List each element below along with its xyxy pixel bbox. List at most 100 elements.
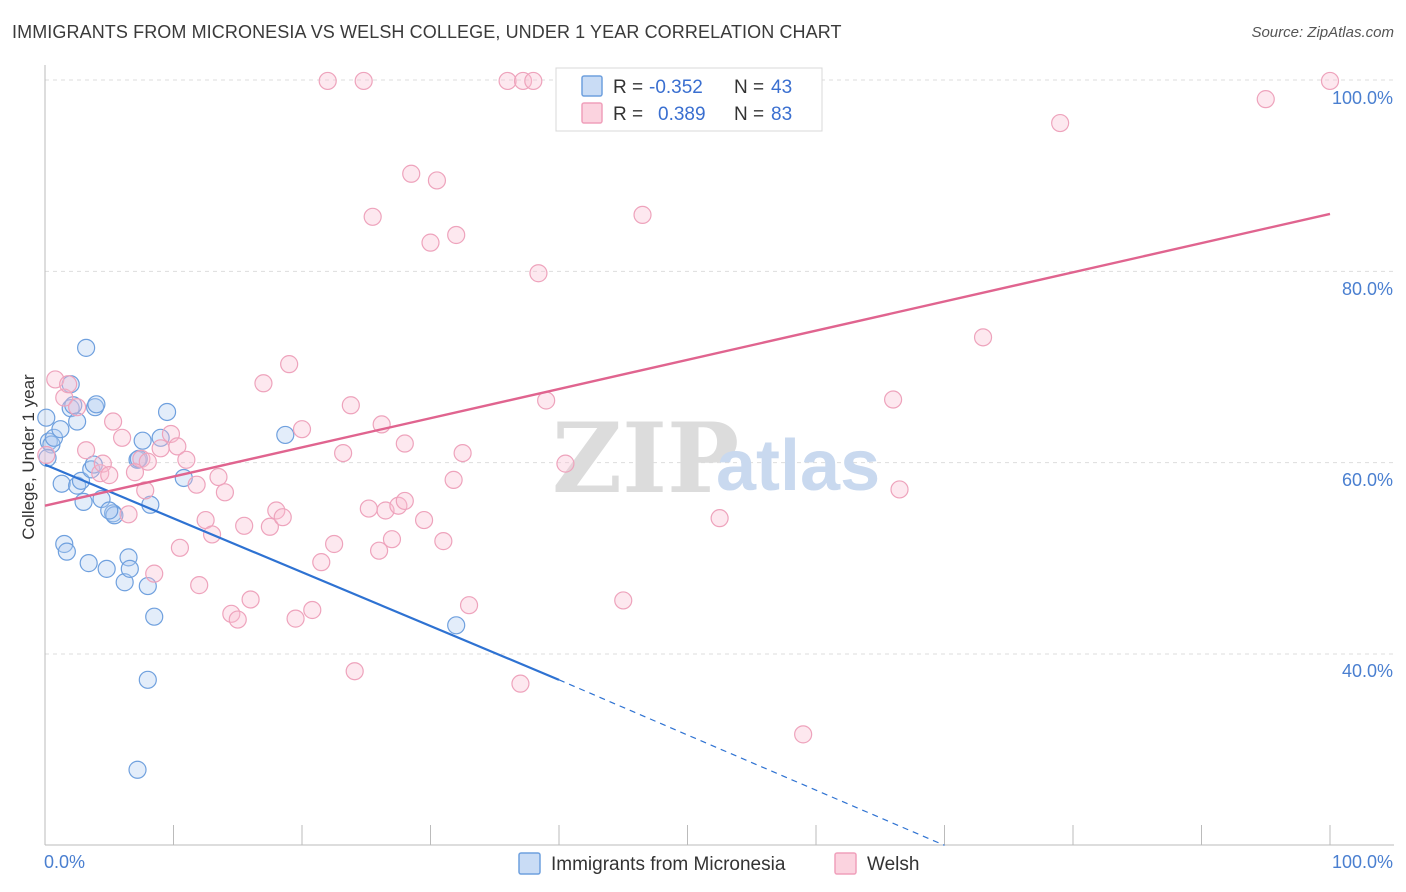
micronesia-point-5	[52, 474, 71, 493]
micronesia-point-37	[157, 402, 177, 422]
welsh-point-77	[1051, 113, 1070, 133]
welsh-point-55	[414, 510, 434, 530]
welsh-point-20	[177, 450, 196, 469]
welsh-point-2	[55, 388, 74, 407]
welsh-point-7	[93, 454, 112, 473]
welsh-point-11	[119, 505, 138, 524]
welsh-point-57	[427, 171, 447, 190]
micronesia-point-40	[447, 616, 466, 635]
welsh-point-74	[883, 390, 903, 409]
welsh-point-10	[112, 428, 132, 447]
welsh-point-62	[459, 596, 479, 615]
welsh-point-76	[973, 328, 993, 347]
micronesia-point-39	[276, 425, 295, 445]
micronesia-point-22	[97, 559, 116, 578]
welsh-point-64	[513, 71, 533, 91]
micronesia-point-0	[37, 408, 56, 427]
micronesia-point-15	[77, 338, 96, 357]
welsh-point-68	[556, 454, 575, 473]
welsh-point-14	[138, 452, 157, 471]
welsh-point-38	[303, 600, 322, 620]
welsh-point-78	[1256, 90, 1275, 109]
legend-r-label-1: R =	[613, 77, 643, 98]
series-legend: Immigrants from Micronesia Welsh	[518, 852, 919, 875]
y-tick-label-60: 60.0%	[1342, 470, 1393, 490]
welsh-point-37	[292, 420, 312, 439]
welsh-point-72	[710, 509, 729, 528]
welsh-point-53	[395, 434, 414, 453]
micronesia-point-16	[79, 554, 98, 573]
welsh-point-59	[444, 470, 463, 489]
welsh-point-65	[524, 71, 543, 91]
stats-legend: R = -0.352 N = 43 R = 0.389 N = 83	[555, 67, 823, 132]
welsh-point-73	[794, 725, 813, 744]
welsh-point-30	[241, 590, 260, 609]
micronesia-point-11	[68, 412, 87, 431]
micronesia-point-13	[71, 471, 91, 490]
series-legend-label-micronesia: Immigrants from Micronesia	[551, 854, 786, 875]
micronesia-point-42	[100, 501, 119, 520]
welsh-point-44	[345, 662, 364, 681]
y-tick-label-80: 80.0%	[1342, 279, 1393, 299]
axes	[44, 65, 1394, 846]
welsh-point-16	[151, 439, 170, 458]
welsh-point-36	[286, 609, 305, 628]
micronesia-point-20	[87, 395, 106, 414]
welsh-point-66	[529, 264, 548, 283]
micronesia-point-29	[128, 760, 147, 779]
chart-title: IMMIGRANTS FROM MICRONESIA VS WELSH COLL…	[12, 22, 842, 42]
welsh-point-31	[254, 374, 273, 393]
welsh-point-18	[168, 437, 187, 456]
micronesia-point-34	[145, 607, 164, 626]
micronesia-trendline	[44, 463, 560, 681]
micronesia-trendline-extension	[558, 679, 945, 846]
welsh-point-51	[382, 530, 402, 549]
welsh-point-81	[395, 491, 414, 511]
micronesia-point-26	[119, 548, 138, 567]
welsh-point-34	[273, 508, 292, 527]
series-legend-swatch-micronesia	[518, 852, 541, 875]
welsh-point-41	[325, 534, 344, 554]
welsh-point-80	[511, 674, 530, 693]
welsh-point-5	[77, 441, 96, 460]
legend-r-value-2: 0.389	[658, 104, 706, 125]
legend-n-value-2: 83	[771, 104, 792, 125]
welsh-point-45	[354, 71, 373, 91]
y-axis-label: College, Under 1 year	[19, 374, 38, 540]
y-tick-label-100: 100.0%	[1332, 88, 1393, 108]
welsh-point-26	[215, 483, 234, 502]
welsh-point-61	[453, 444, 472, 463]
welsh-point-33	[267, 501, 286, 520]
series-legend-label-welsh: Welsh	[867, 854, 919, 875]
welsh-point-63	[498, 71, 517, 91]
welsh-point-8	[100, 466, 119, 485]
welsh-point-46	[359, 499, 378, 518]
welsh-point-82	[125, 463, 145, 482]
welsh-point-71	[633, 205, 652, 224]
welsh-point-79	[1320, 71, 1340, 91]
legend-swatch-blue	[581, 75, 603, 97]
micronesia-point-7	[57, 542, 76, 561]
data-points	[37, 71, 1340, 779]
grid-lines	[45, 79, 1394, 655]
series-legend-swatch-welsh	[834, 852, 857, 875]
welsh-point-15	[145, 564, 164, 583]
welsh-point-54	[402, 164, 421, 183]
welsh-point-48	[370, 541, 389, 560]
welsh-point-39	[312, 553, 331, 572]
welsh-point-22	[190, 576, 209, 595]
watermark: ZIP atlas	[552, 402, 880, 515]
legend-swatch-pink	[581, 102, 603, 124]
welsh-point-42	[334, 444, 353, 463]
welsh-point-75	[890, 480, 909, 499]
welsh-point-3	[59, 375, 78, 394]
watermark-zip: ZIP	[552, 402, 739, 515]
x-tick-label-max: 100.0%	[1332, 852, 1393, 872]
legend-n-value-1: 43	[771, 77, 792, 98]
welsh-point-70	[614, 591, 633, 610]
watermark-atlas: atlas	[716, 426, 880, 506]
x-tick-label-min: 0.0%	[44, 852, 85, 872]
micronesia-point-35	[138, 670, 157, 689]
welsh-trendline	[44, 212, 1331, 507]
